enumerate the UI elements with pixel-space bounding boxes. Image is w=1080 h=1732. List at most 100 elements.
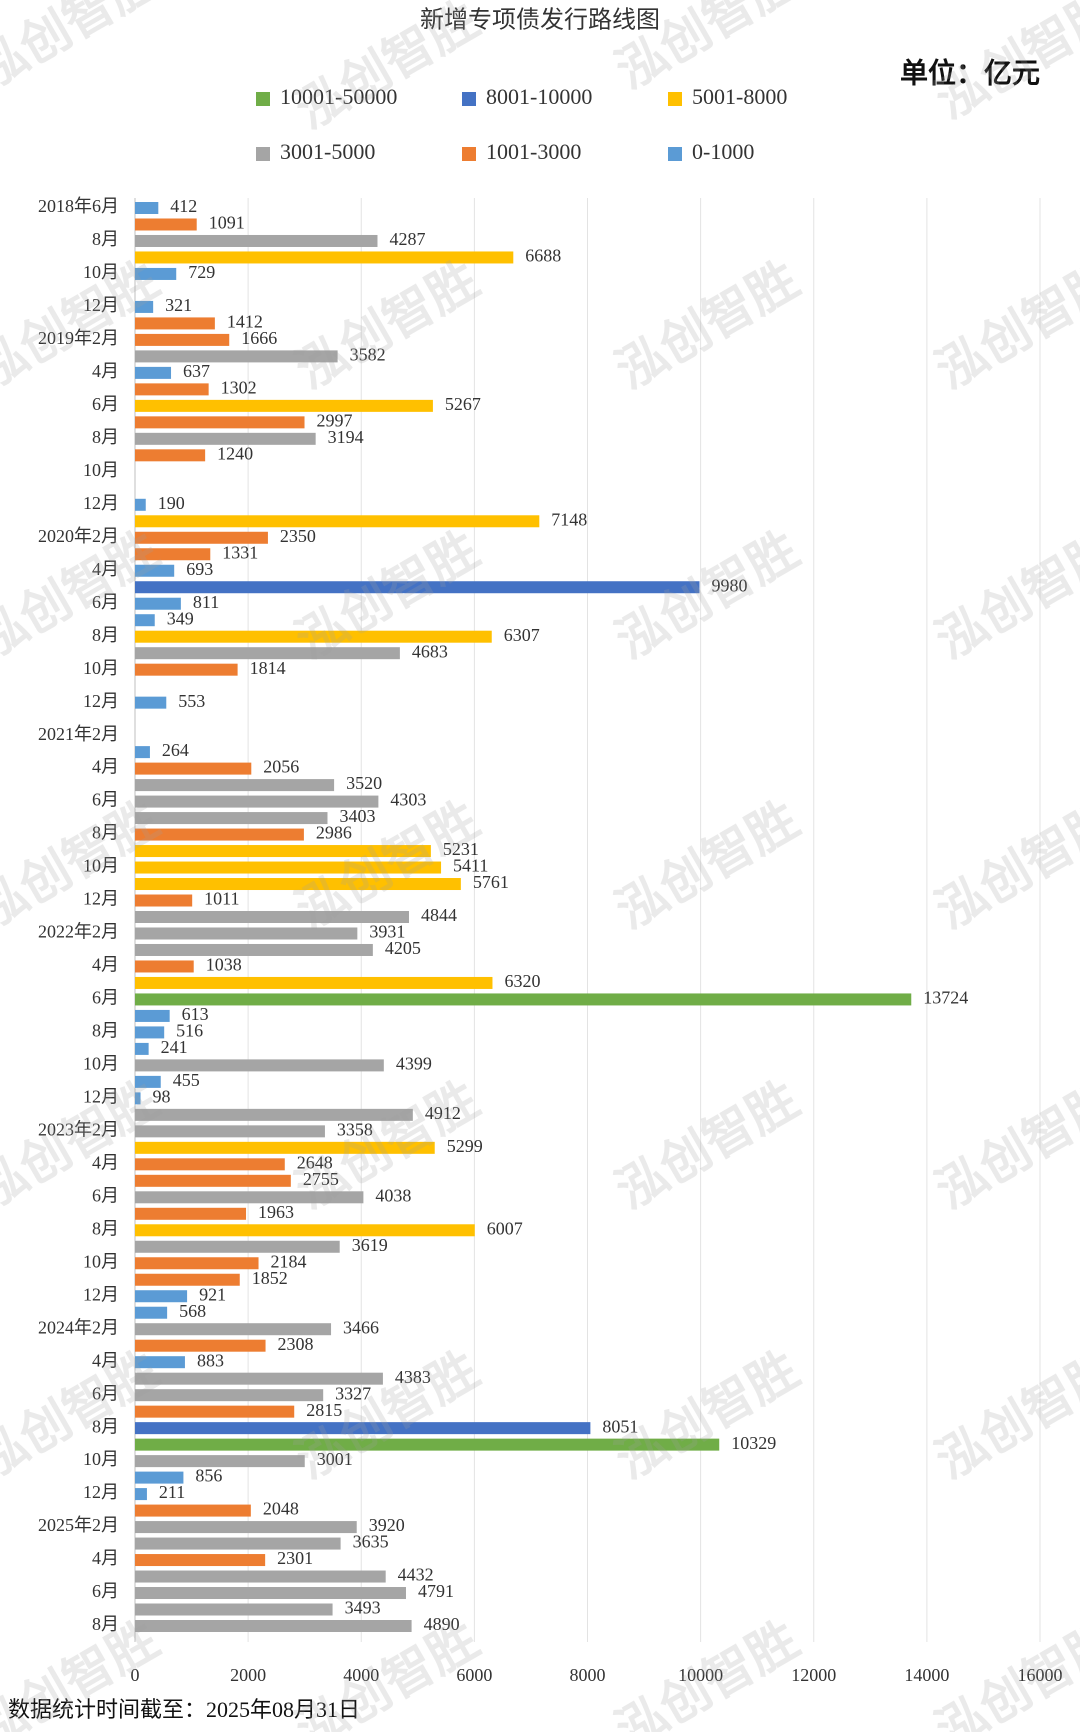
legend-swatch <box>462 92 476 106</box>
data-label: 1852 <box>252 1268 288 1288</box>
y-tick-label: 4月 <box>92 559 119 579</box>
bar <box>135 1273 240 1286</box>
watermark: 泓创智胜 <box>0 0 168 99</box>
y-tick-label: 10月 <box>83 460 119 480</box>
bar <box>135 548 211 561</box>
bar <box>135 1257 259 1270</box>
data-label: 4303 <box>390 790 426 810</box>
y-tick-label: 4月 <box>92 757 119 777</box>
bar <box>135 1026 165 1039</box>
bar <box>135 1207 247 1220</box>
bar <box>135 1290 188 1303</box>
data-label: 264 <box>162 740 189 760</box>
bar <box>135 1554 266 1567</box>
bar <box>135 1009 170 1022</box>
data-label: 921 <box>199 1284 226 1304</box>
bar <box>135 927 358 940</box>
y-tick-label: 2019年2月 <box>38 328 119 348</box>
data-label: 6007 <box>487 1218 523 1238</box>
y-tick-label: 10月 <box>83 1251 119 1271</box>
data-label: 6320 <box>504 971 540 991</box>
legend-swatch <box>668 92 682 106</box>
bar <box>135 1141 435 1154</box>
watermark: 泓创智胜 <box>927 791 1080 939</box>
data-label: 693 <box>186 559 213 579</box>
bar <box>135 1504 251 1517</box>
bar <box>135 218 197 231</box>
legend-swatch <box>668 147 682 161</box>
y-tick-label: 8月 <box>92 823 119 843</box>
data-label: 6307 <box>504 625 540 645</box>
bar <box>135 647 400 660</box>
legend-swatch <box>462 147 476 161</box>
data-label: 1331 <box>222 542 258 562</box>
bar <box>135 383 209 396</box>
bar <box>135 861 442 874</box>
data-label: 321 <box>165 295 192 315</box>
data-label: 553 <box>178 691 205 711</box>
data-label: 3403 <box>339 806 375 826</box>
bar <box>135 1042 149 1055</box>
data-label: 1302 <box>221 377 257 397</box>
data-label: 1963 <box>258 1202 294 1222</box>
data-label: 5231 <box>443 839 479 859</box>
data-label: 613 <box>182 1004 209 1024</box>
bar <box>135 762 252 775</box>
y-tick-label: 12月 <box>83 493 119 513</box>
data-label: 1091 <box>209 213 245 233</box>
data-label: 4038 <box>375 1185 411 1205</box>
x-tick-label: 6000 <box>456 1665 492 1685</box>
data-label: 1240 <box>217 443 253 463</box>
watermark: 泓创智胜 <box>607 521 808 669</box>
y-tick-label: 12月 <box>83 691 119 711</box>
data-label: 211 <box>159 1482 185 1502</box>
data-label: 3358 <box>337 1119 373 1139</box>
bar <box>135 1108 413 1121</box>
bar <box>135 234 378 247</box>
watermark: 泓创智胜 <box>927 1071 1080 1219</box>
bar <box>135 531 268 544</box>
bar <box>135 1372 383 1385</box>
bar <box>135 251 514 264</box>
data-label: 883 <box>197 1350 224 1370</box>
y-tick-label: 2023年2月 <box>38 1119 119 1139</box>
y-tick-label: 2024年2月 <box>38 1317 119 1337</box>
data-label: 856 <box>195 1466 222 1486</box>
watermark: 泓创智胜 <box>607 251 808 399</box>
y-tick-label: 4月 <box>92 1152 119 1172</box>
y-tick-label: 6月 <box>92 592 119 612</box>
bar <box>135 878 461 891</box>
data-label: 2815 <box>306 1400 342 1420</box>
data-label: 455 <box>173 1070 200 1090</box>
bar <box>135 1158 285 1171</box>
data-label: 4683 <box>412 641 448 661</box>
data-label: 811 <box>193 592 219 612</box>
bar <box>135 432 316 445</box>
bar <box>135 1603 333 1616</box>
y-tick-label: 4月 <box>92 955 119 975</box>
y-tick-label: 6月 <box>92 1383 119 1403</box>
watermark: 泓创智胜 <box>287 521 488 669</box>
y-tick-label: 6月 <box>92 790 119 810</box>
y-tick-label: 12月 <box>83 1482 119 1502</box>
data-label: 10329 <box>731 1433 776 1453</box>
bar <box>135 993 912 1006</box>
data-label: 98 <box>153 1086 171 1106</box>
data-label: 3194 <box>328 427 364 447</box>
chart-title: 新增专项债发行路线图 <box>420 7 660 34</box>
y-tick-label: 8月 <box>92 1218 119 1238</box>
bar <box>135 1455 305 1468</box>
y-tick-label: 12月 <box>83 1086 119 1106</box>
bar <box>135 1174 291 1187</box>
bar <box>135 1240 340 1253</box>
y-tick-label: 10月 <box>83 1054 119 1074</box>
bar <box>135 1306 168 1319</box>
watermark: 泓创智胜 <box>607 1341 808 1489</box>
y-tick-label: 2020年2月 <box>38 526 119 546</box>
bar <box>135 564 175 577</box>
y-tick-label: 4月 <box>92 1548 119 1568</box>
y-tick-label: 2021年2月 <box>38 724 119 744</box>
bar <box>135 581 700 594</box>
data-label: 2056 <box>263 757 299 777</box>
